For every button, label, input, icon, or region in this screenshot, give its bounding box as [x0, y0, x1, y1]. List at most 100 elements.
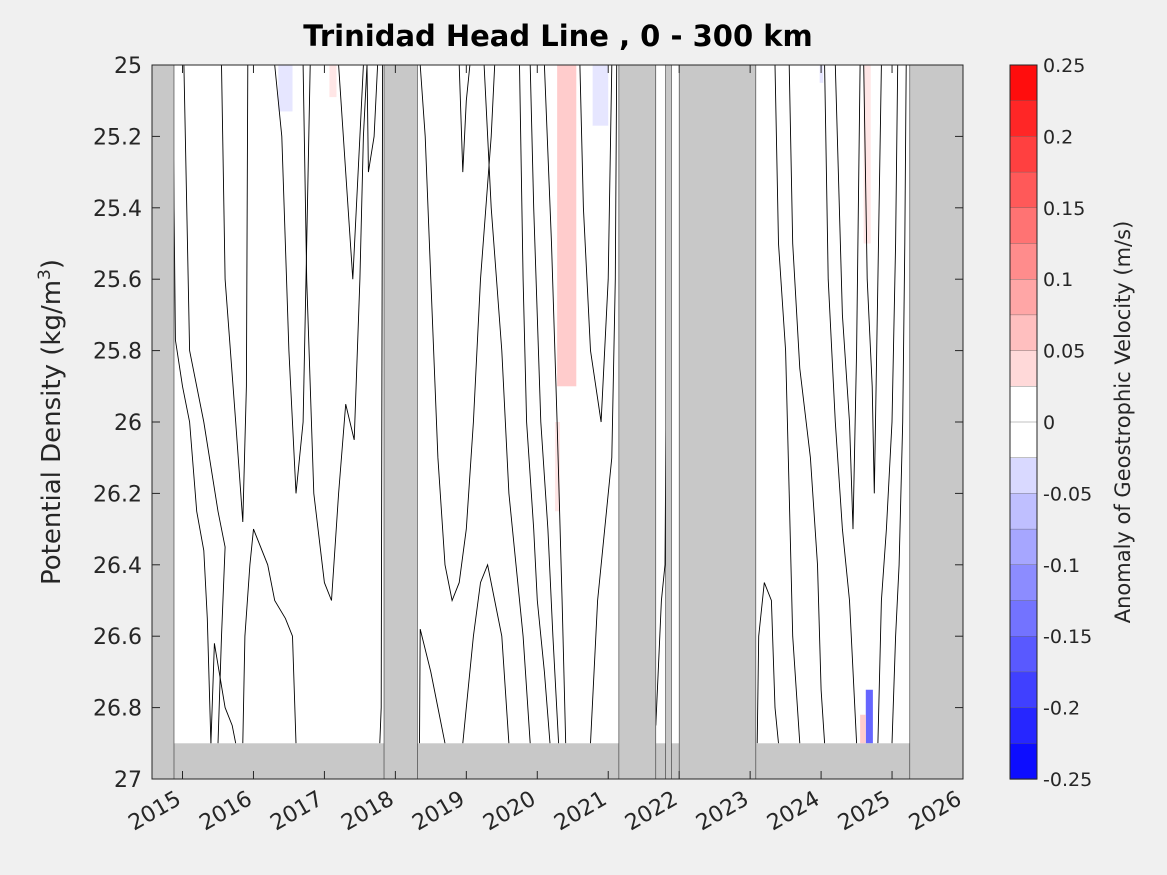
- y-tick-label: 27: [114, 768, 142, 793]
- x-tick-label: 2026: [905, 787, 966, 837]
- colorbar-tick-label: 0.15: [1043, 198, 1085, 220]
- no-data-span: [383, 64, 418, 780]
- contour-line: [483, 64, 531, 744]
- colorbar-band: [1009, 457, 1038, 495]
- contour-line: [824, 64, 858, 744]
- anomaly-patch: [329, 65, 337, 98]
- y-tick-label: 26.8: [93, 697, 142, 722]
- colorbar-band: [1009, 64, 1038, 102]
- contour-line: [756, 582, 779, 744]
- colorbar-band: [1009, 600, 1038, 637]
- x-tick-label: 2016: [195, 787, 256, 837]
- contour-line: [891, 64, 907, 744]
- colorbar-band: [1009, 743, 1038, 780]
- y-axis-title-main: Potential Density (kg/m: [37, 280, 67, 585]
- colorbar-band: [1009, 100, 1038, 138]
- colorbar-band: [1009, 136, 1038, 173]
- contour-line: [210, 643, 237, 744]
- y-tick-label: 26.6: [93, 625, 142, 650]
- contour-line: [863, 64, 882, 494]
- contour-line: [590, 64, 618, 744]
- colorbar-title: Anomaly of Geostrophic Velocity (m/s): [1111, 221, 1135, 624]
- colorbar-band: [1009, 528, 1038, 566]
- colorbar-band: [1009, 707, 1038, 744]
- colorbar-band: [1009, 421, 1038, 459]
- colorbar-band: [1009, 350, 1038, 388]
- contour-line: [788, 64, 826, 744]
- y-tick-label: 26.2: [93, 482, 142, 507]
- missing-data-masks: [151, 64, 964, 780]
- y-tick-label: 25.8: [93, 340, 142, 365]
- y-tick-label: 25.2: [93, 125, 142, 150]
- colorbar-tick-label: -0.15: [1043, 626, 1092, 648]
- anomaly-patch: [592, 65, 609, 126]
- anomaly-patches: [278, 65, 873, 744]
- colorbar-band: [1009, 243, 1038, 280]
- x-tick-label: 2021: [550, 787, 611, 837]
- contour-line: [834, 64, 861, 530]
- x-tick-label: 2018: [337, 787, 398, 837]
- colorbar-tick-label: -0.1: [1043, 555, 1080, 577]
- colorbar-tick-label: -0.05: [1043, 483, 1092, 505]
- no-data-span: [909, 64, 964, 780]
- colorbar-tick-label: 0.1: [1043, 269, 1073, 291]
- x-tick-label: 2015: [125, 787, 186, 837]
- colorbar: [1009, 64, 1038, 780]
- y-axis-ticks: 25 25.2 25.4 25.6 25.8 26 26.2 26.4 26.6 26.8 27: [93, 54, 963, 793]
- x-tick-label: 2020: [479, 787, 540, 837]
- colorbar-band: [1009, 386, 1038, 423]
- colorbar-tick-label: 0.2: [1043, 126, 1073, 148]
- contour-line: [274, 64, 311, 494]
- contour-line: [774, 64, 801, 744]
- colorbar-band: [1009, 636, 1038, 673]
- colorbar-frame: [1009, 64, 1038, 780]
- anomaly-patch: [819, 65, 824, 83]
- x-tick-label: 2019: [408, 787, 469, 837]
- contour-line: [183, 64, 226, 744]
- anomaly-patch: [555, 422, 560, 512]
- chart-title: Trinidad Head Line , 0 - 300 km: [303, 19, 812, 53]
- contour-line: [529, 64, 560, 744]
- anomaly-patch: [865, 689, 873, 744]
- anomaly-patch: [557, 65, 577, 387]
- y-tick-label: 25: [114, 54, 142, 79]
- contour-line: [419, 64, 496, 603]
- colorbar-tick-label: -0.2: [1043, 698, 1080, 720]
- colorbar-band: [1009, 279, 1038, 316]
- contour-line: [302, 64, 368, 601]
- x-tick-label: 2022: [621, 787, 682, 837]
- y-axis-title-sup: 3: [35, 269, 55, 280]
- y-tick-label: 25.6: [93, 268, 142, 293]
- colorbar-band: [1009, 493, 1038, 530]
- colorbar-band: [1009, 671, 1038, 709]
- contour-line: [458, 64, 471, 173]
- contour-line: [419, 628, 446, 744]
- x-tick-label: 2025: [834, 787, 895, 837]
- colorbar-band: [1009, 171, 1038, 209]
- no-data-span: [618, 64, 657, 780]
- anomaly-patch: [863, 65, 871, 244]
- colorbar-ticks: 0.25 0.2 0.15 0.1 0.05 0 -0.05 -0.1 -0.15 -0.2 -0.…: [1043, 55, 1092, 791]
- colorbar-band: [1009, 564, 1038, 602]
- plot-area: [151, 64, 964, 780]
- y-tick-label: 26.4: [93, 554, 142, 579]
- contour-line: [338, 64, 364, 280]
- y-axis-title-tail: ): [37, 259, 67, 269]
- colorbar-tick-label: 0.05: [1043, 341, 1085, 363]
- no-data-bottom-band: [152, 743, 963, 779]
- contour-line: [579, 64, 613, 423]
- contour-line: [877, 64, 899, 744]
- contour-line: [366, 64, 379, 173]
- y-tick-label: 25.4: [93, 197, 142, 222]
- contour-line: [242, 528, 297, 744]
- x-tick-label: 2024: [763, 787, 824, 837]
- contour-line: [379, 64, 384, 744]
- contour-line: [519, 64, 551, 744]
- colorbar-tick-label: -0.25: [1043, 769, 1092, 791]
- colorbar-tick-label: 0.25: [1043, 55, 1085, 77]
- no-data-span: [665, 64, 672, 780]
- y-tick-label: 26: [114, 411, 142, 436]
- no-data-span: [678, 64, 757, 780]
- contour-line: [543, 64, 567, 744]
